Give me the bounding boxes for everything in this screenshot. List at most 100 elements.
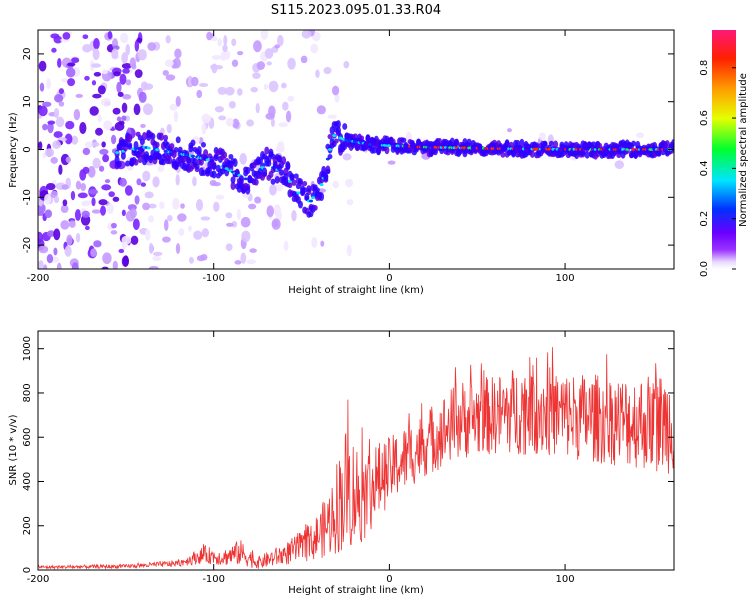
heatmap-cell <box>384 146 389 154</box>
heatmap-cell <box>72 262 79 274</box>
y-tick-label: 20 <box>22 48 33 61</box>
y-tick-label: -20 <box>22 237 33 253</box>
heatmap-cell <box>113 197 120 202</box>
heatmap-cell <box>216 195 225 200</box>
snr-panel: -200 -100 0 100 02004006008001000 Height of… <box>8 331 674 596</box>
heatmap-cell <box>117 161 122 168</box>
heatmap-cell <box>165 59 174 67</box>
heatmap-cell <box>54 131 63 138</box>
heatmap-cell <box>193 230 202 239</box>
heatmap-cell <box>250 87 258 92</box>
heatmap-cell <box>286 111 291 123</box>
heatmap-cell <box>63 199 68 206</box>
heatmap-cell <box>116 82 121 93</box>
heatmap-cell <box>176 243 180 254</box>
heatmap-cell <box>100 205 106 215</box>
heatmap-cell <box>164 219 169 231</box>
x-tick-label: 0 <box>386 574 392 585</box>
heatmap-cell <box>212 55 222 60</box>
heatmap-cell <box>135 195 140 204</box>
heatmap-cell <box>172 198 179 210</box>
heatmap-cell <box>229 101 236 109</box>
heatmap-cell <box>89 189 98 194</box>
heatmap-cell <box>302 181 307 186</box>
heatmap-cell <box>83 167 90 174</box>
heatmap-cell <box>233 158 238 167</box>
heatmap-cell <box>35 232 43 243</box>
heatmap-cell <box>310 44 318 54</box>
heatmap-cell <box>309 200 313 203</box>
heatmap-cell <box>92 94 101 99</box>
heatmap-cell <box>59 88 64 94</box>
y-tick-label: 600 <box>22 428 33 447</box>
heatmap-cell <box>57 58 61 68</box>
heatmap-cell <box>50 33 59 38</box>
heatmap-cell <box>180 203 185 209</box>
heatmap-cell <box>388 160 396 164</box>
heatmap-cell <box>176 174 180 185</box>
heatmap-cell <box>202 228 209 237</box>
heatmap-cell <box>282 102 288 111</box>
heatmap-cell <box>59 101 65 106</box>
heatmap-cell <box>507 128 512 132</box>
x-tick-label: -100 <box>202 574 225 585</box>
heatmap-cell <box>191 155 195 158</box>
heatmap-cell <box>244 177 248 180</box>
heatmap-cell <box>176 96 181 107</box>
heatmap-cell <box>220 52 226 61</box>
heatmap-cell <box>254 179 259 186</box>
heatmap-cell <box>71 191 75 200</box>
heatmap-cell <box>39 61 47 72</box>
heatmap-cell <box>111 223 117 229</box>
heatmap-cell <box>454 139 459 147</box>
heatmap-cell <box>275 205 280 212</box>
heatmap-cell <box>82 211 90 218</box>
heatmap-cell <box>62 184 69 190</box>
heatmap-cell <box>64 246 71 257</box>
heatmap-cell <box>201 216 211 220</box>
heatmap-cell <box>343 153 352 160</box>
heatmap-cell <box>333 180 339 188</box>
heatmap-cell <box>176 136 181 143</box>
heatmap-cell <box>347 245 352 257</box>
heatmap-cell <box>158 165 165 172</box>
heatmap-cell <box>93 240 101 247</box>
heatmap-cell <box>213 182 221 186</box>
heatmap-cell <box>281 156 286 164</box>
heatmap-cell <box>266 61 272 65</box>
heatmap-cell <box>539 132 546 140</box>
heatmap-cell <box>287 96 294 102</box>
heatmap-cell <box>159 201 164 209</box>
heatmap-cell <box>196 90 202 98</box>
heatmap-cell <box>60 220 69 230</box>
colorbar-tick-label: 0.8 <box>699 60 710 76</box>
heatmap-cell <box>79 122 86 134</box>
heatmap-cell <box>101 184 111 190</box>
heatmap-cell <box>62 32 70 40</box>
heatmap-cell <box>47 121 55 125</box>
heatmap-cell <box>46 183 56 190</box>
heatmap-cell <box>311 237 317 248</box>
heatmap-cell <box>327 114 336 118</box>
heatmap-cell <box>241 217 251 228</box>
heatmap-cell <box>301 56 308 64</box>
heatmap-cell <box>254 197 261 204</box>
heatmap-cell <box>155 148 159 151</box>
heatmap-cell <box>287 182 292 188</box>
heatmap-cell <box>226 212 233 218</box>
heatmap-cell <box>67 78 75 86</box>
heatmap-cell <box>53 248 57 256</box>
heatmap-cell <box>134 104 141 115</box>
heatmap-cell <box>89 106 98 116</box>
heatmap-cell <box>169 143 174 150</box>
colorbar-label: Normalized spectral amplitude <box>738 73 749 227</box>
heatmap-cell <box>237 209 241 220</box>
heatmap-cell <box>218 116 226 121</box>
heatmap-cell <box>343 61 349 68</box>
heatmap-cell <box>543 142 548 148</box>
heatmap-cell <box>530 150 535 157</box>
heatmap-cell <box>265 113 274 120</box>
heatmap-cell <box>323 173 328 182</box>
